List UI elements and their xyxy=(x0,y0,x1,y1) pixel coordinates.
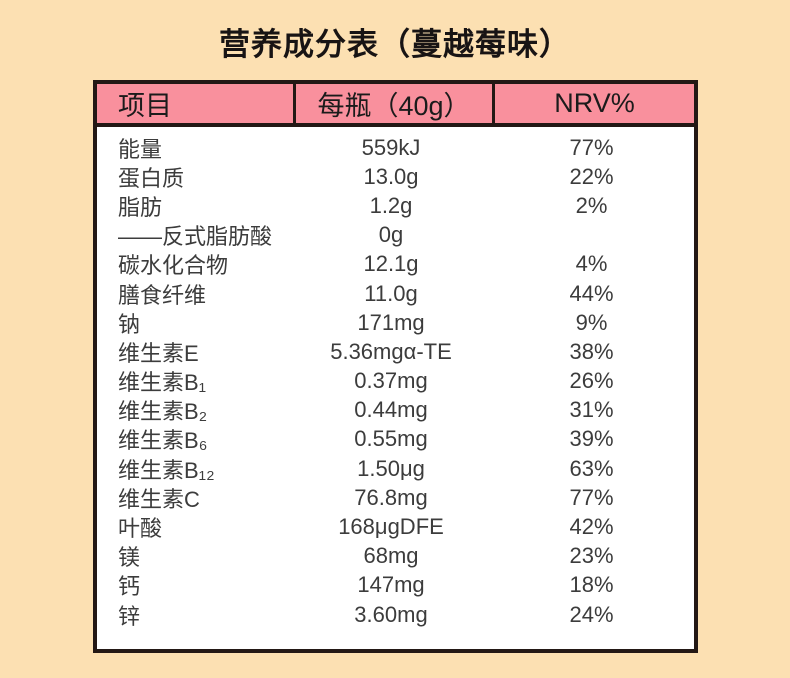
row-nrv-value: 63% xyxy=(569,455,614,481)
row-item-name: 维生素B₆ xyxy=(118,428,208,454)
row-nrv-value: 4% xyxy=(575,251,608,277)
row-item-name: 维生素E xyxy=(118,340,199,366)
row-item-name: 脂肪 xyxy=(118,194,163,220)
row-item-name: 维生素C xyxy=(118,486,200,512)
row-amount: 1.50μg xyxy=(357,455,425,481)
table-row: 镁 68mg 23% xyxy=(97,542,694,571)
row-item-name: 钠 xyxy=(118,311,141,337)
table-row: 维生素B₁₂ 1.50μg 63% xyxy=(97,454,694,483)
row-nrv-value: 39% xyxy=(569,426,614,452)
row-amount: 0g xyxy=(378,222,404,248)
table-row: 钙 147mg 18% xyxy=(97,571,694,600)
table-row: 碳水化合物 12.1g 4% xyxy=(97,250,694,279)
row-amount: 168μgDFE xyxy=(338,514,444,540)
table-row: 蛋白质 13.0g 22% xyxy=(97,162,694,191)
table-row: 钠 171mg 9% xyxy=(97,308,694,337)
row-nrv-value: 9% xyxy=(575,309,608,335)
row-item-name: ——反式脂肪酸 xyxy=(118,224,273,250)
row-amount: 13.0g xyxy=(363,163,419,189)
table-row: 脂肪 1.2g 2% xyxy=(97,191,694,220)
table-row: 叶酸 168μgDFE 42% xyxy=(97,512,694,541)
row-amount: 559kJ xyxy=(361,134,421,160)
row-nrv-value: 18% xyxy=(569,572,614,598)
table-row: 能量 559kJ 77% xyxy=(97,133,694,162)
table-header-row: 项目 每瓶（40g） NRV% xyxy=(97,84,694,127)
row-item-name: 锌 xyxy=(118,603,141,629)
row-nrv-value: 38% xyxy=(569,338,614,364)
page-title: 营养成分表（蔓越莓味） xyxy=(219,27,571,62)
row-amount: 1.2g xyxy=(369,192,413,218)
table-row: 维生素C 76.8mg 77% xyxy=(97,483,694,512)
table-row: 膳食纤维 11.0g 44% xyxy=(97,279,694,308)
table-row: 维生素B₂ 0.44mg 31% xyxy=(97,396,694,425)
table-row: 锌 3.60mg 24% xyxy=(97,600,694,629)
row-nrv-value: 23% xyxy=(569,543,614,569)
row-nrv-value: 26% xyxy=(569,368,614,394)
table-body: 能量 559kJ 77% 蛋白质 13.0g 22% 脂肪 1.2g 2% ——… xyxy=(97,127,694,629)
nutrition-table: 项目 每瓶（40g） NRV% 能量 559kJ 77% 蛋白质 13.0g 2… xyxy=(93,80,698,653)
table-row: 维生素B₁ 0.37mg 26% xyxy=(97,367,694,396)
row-item-name: 钙 xyxy=(118,574,141,600)
row-item-name: 叶酸 xyxy=(118,516,163,542)
row-amount: 3.60mg xyxy=(354,601,428,627)
row-nrv-value: 77% xyxy=(569,484,614,510)
row-item-name: 膳食纤维 xyxy=(118,282,207,308)
row-amount: 76.8mg xyxy=(354,484,428,510)
row-nrv-value: 77% xyxy=(569,134,614,160)
row-amount: 68mg xyxy=(363,543,419,569)
header-cell-nrv: NRV% xyxy=(554,88,635,118)
row-amount: 5.36mgα-TE xyxy=(330,338,452,364)
row-amount: 12.1g xyxy=(363,251,419,277)
row-amount: 11.0g xyxy=(364,280,418,306)
row-amount: 147mg xyxy=(357,572,425,598)
header-cell-per-serving: 每瓶（40g） xyxy=(296,84,495,123)
row-nrv-value: 42% xyxy=(569,514,614,540)
row-item-name: 镁 xyxy=(118,545,141,571)
row-item-name: 维生素B₂ xyxy=(118,399,208,425)
table-row: 维生素B₆ 0.55mg 39% xyxy=(97,425,694,454)
header-cell-item: 项目 xyxy=(97,84,296,123)
row-amount: 0.44mg xyxy=(354,397,428,423)
row-item-name: 能量 xyxy=(118,136,163,162)
row-nrv-value: 22% xyxy=(569,163,614,189)
row-item-name: 蛋白质 xyxy=(118,165,185,191)
row-nrv-value: 44% xyxy=(569,280,614,306)
table-row: ——反式脂肪酸 0g xyxy=(97,221,694,250)
row-nrv-value: 31% xyxy=(569,397,614,423)
row-nrv-value: 24% xyxy=(569,601,614,627)
row-item-name: 维生素B₁ xyxy=(118,370,207,396)
row-item-name: 碳水化合物 xyxy=(118,253,229,279)
row-item-name: 维生素B₁₂ xyxy=(118,457,215,483)
table-row: 维生素E 5.36mgα-TE 38% xyxy=(97,337,694,366)
row-amount: 0.55mg xyxy=(354,426,428,452)
row-nrv-value: 2% xyxy=(575,192,608,218)
row-amount: 0.37mg xyxy=(354,368,428,394)
row-amount: 171mg xyxy=(357,309,425,335)
